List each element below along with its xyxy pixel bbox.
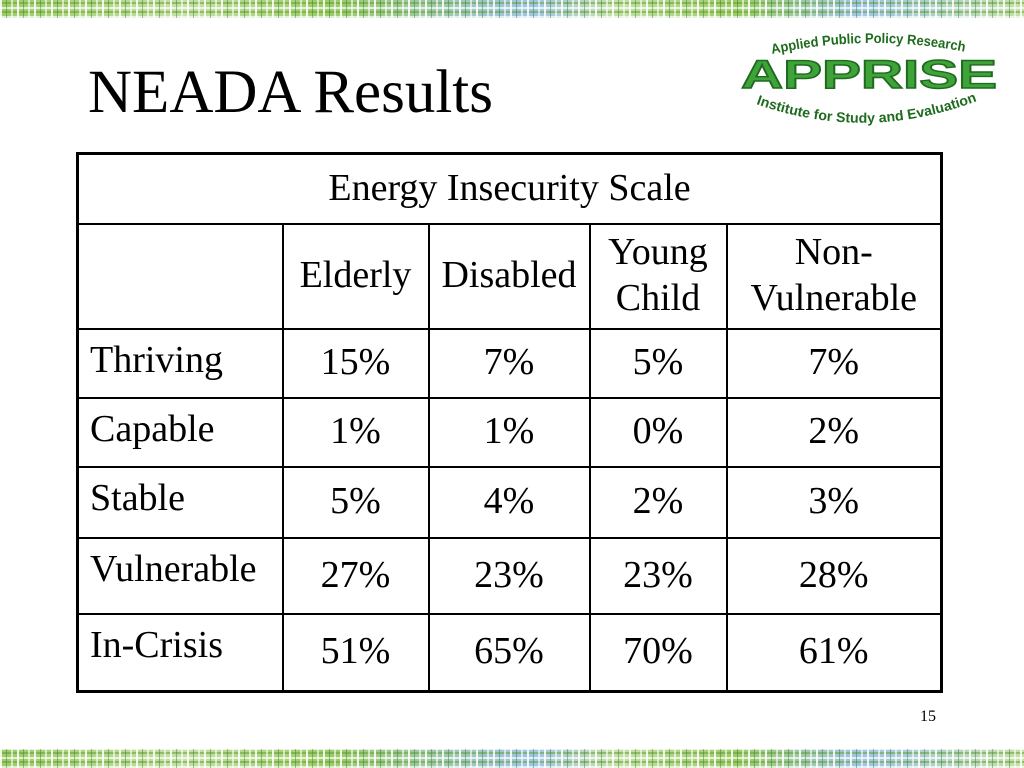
table-caption-row: Energy Insecurity Scale (76, 152, 943, 225)
table-row: Stable 5% 4% 2% 3% (76, 465, 943, 539)
table-row: Thriving 15% 7% 5% 7% (76, 327, 943, 399)
row-label: Capable (76, 396, 284, 468)
table-cell: 51% (281, 612, 430, 693)
table-header-row: Elderly Disabled Young Child Non-Vulnera… (76, 222, 943, 330)
table-caption: Energy Insecurity Scale (76, 152, 943, 225)
row-label: In-Crisis (76, 612, 284, 693)
table-cell: 2% (725, 396, 943, 468)
table-cell: 15% (281, 327, 430, 399)
table-cell: 70% (588, 612, 728, 693)
table-cell: 23% (427, 536, 591, 615)
table-cell: 61% (725, 612, 943, 693)
apprise-logo: Applied Public Policy Research APPRISE I… (740, 30, 997, 126)
table-cell: 1% (427, 396, 591, 468)
decorative-bottom-band (0, 749, 1024, 768)
table-cell: 23% (588, 536, 728, 615)
slide-title: NEADA Results (88, 59, 493, 126)
table-cell: 0% (588, 396, 728, 468)
column-header-elderly: Elderly (281, 222, 430, 330)
table-row: In-Crisis 51% 65% 70% 61% (76, 612, 943, 693)
column-header-young-child: Young Child (588, 222, 728, 330)
column-header-non-vulnerable: Non-Vulnerable (725, 222, 943, 330)
page-number: 15 (920, 708, 936, 725)
table-cell: 3% (725, 465, 943, 539)
row-label: Thriving (76, 327, 284, 399)
row-label: Vulnerable (76, 536, 284, 615)
table-cell: 1% (281, 396, 430, 468)
table-cell: 28% (725, 536, 943, 615)
table-cell: 7% (725, 327, 943, 399)
table-row: Vulnerable 27% 23% 23% 28% (76, 536, 943, 615)
table-cell: 2% (588, 465, 728, 539)
table-corner-cell (76, 222, 284, 330)
decorative-top-band (0, 0, 1024, 18)
table-cell: 7% (427, 327, 591, 399)
table-cell: 27% (281, 536, 430, 615)
table-cell: 5% (281, 465, 430, 539)
energy-insecurity-table: Energy Insecurity Scale Elderly Disabled… (76, 152, 943, 693)
table-row: Capable 1% 1% 0% 2% (76, 396, 943, 468)
table-cell: 65% (427, 612, 591, 693)
row-label: Stable (76, 465, 284, 539)
logo-wordmark: APPRISE (741, 53, 997, 97)
table-cell: 5% (588, 327, 728, 399)
table-body: Energy Insecurity Scale Elderly Disabled… (76, 152, 943, 693)
table-cell: 4% (427, 465, 591, 539)
column-header-disabled: Disabled (427, 222, 591, 330)
